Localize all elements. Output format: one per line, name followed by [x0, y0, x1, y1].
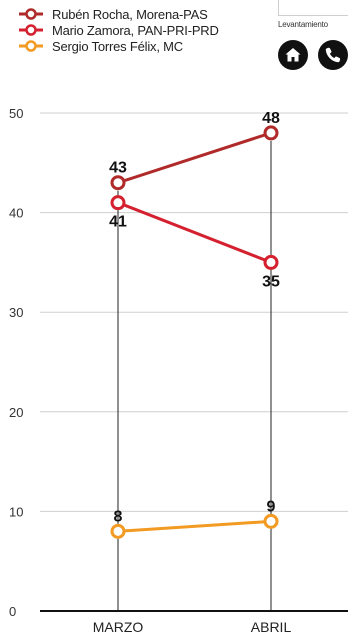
data-label-1-0: 41	[109, 214, 127, 231]
data-point-2-1	[263, 513, 279, 529]
legend-marker-torres	[19, 40, 43, 52]
legend-marker-rocha	[19, 8, 43, 20]
data-point-0-0	[110, 175, 126, 191]
x-tick-label-0: MARZO	[93, 619, 144, 635]
header-tools: Levantamiento	[278, 0, 348, 70]
data-point-1-1	[263, 254, 279, 270]
y-tick-label-20: 20	[9, 405, 23, 420]
home-icon	[285, 48, 301, 62]
legend-marker-zamora	[19, 24, 43, 36]
data-label-2-0: 8	[114, 508, 123, 525]
series-line-2	[117, 519, 272, 533]
legend: Rubén Rocha, Morena-PAS Mario Zamora, PA…	[18, 6, 219, 54]
legend-label-torres: Sergio Torres Félix, MC	[52, 38, 183, 54]
legend-label-rocha: Rubén Rocha, Morena-PAS	[52, 6, 208, 22]
legend-item-torres: Sergio Torres Félix, MC	[18, 38, 219, 54]
phone-button[interactable]	[318, 40, 348, 70]
phone-icon	[325, 47, 341, 63]
y-tick-label-50: 50	[9, 106, 23, 121]
data-label-2-1: 9	[267, 498, 276, 515]
data-point-1-0	[110, 195, 126, 211]
data-point-2-0	[110, 523, 126, 539]
x-tick-label-1: ABRIL	[251, 619, 292, 635]
data-label-0-0: 43	[109, 160, 127, 177]
series-line-0	[117, 131, 272, 185]
y-tick-label-40: 40	[9, 206, 23, 221]
data-label-0-1: 48	[262, 110, 280, 127]
data-point-0-1	[263, 125, 279, 141]
legend-label-zamora: Mario Zamora, PAN-PRI-PRD	[52, 22, 219, 38]
header-box	[278, 0, 348, 16]
legend-item-zamora: Mario Zamora, PAN-PRI-PRD	[18, 22, 219, 38]
y-tick-label-0: 0	[9, 604, 16, 619]
home-button[interactable]	[278, 40, 308, 70]
series-line-1	[117, 201, 272, 264]
y-tick-label-10: 10	[9, 504, 23, 519]
y-tick-label-30: 30	[9, 305, 23, 320]
levantamiento-label: Levantamiento	[278, 20, 328, 29]
data-label-1-1: 35	[262, 273, 280, 290]
legend-item-rocha: Rubén Rocha, Morena-PAS	[18, 6, 219, 22]
